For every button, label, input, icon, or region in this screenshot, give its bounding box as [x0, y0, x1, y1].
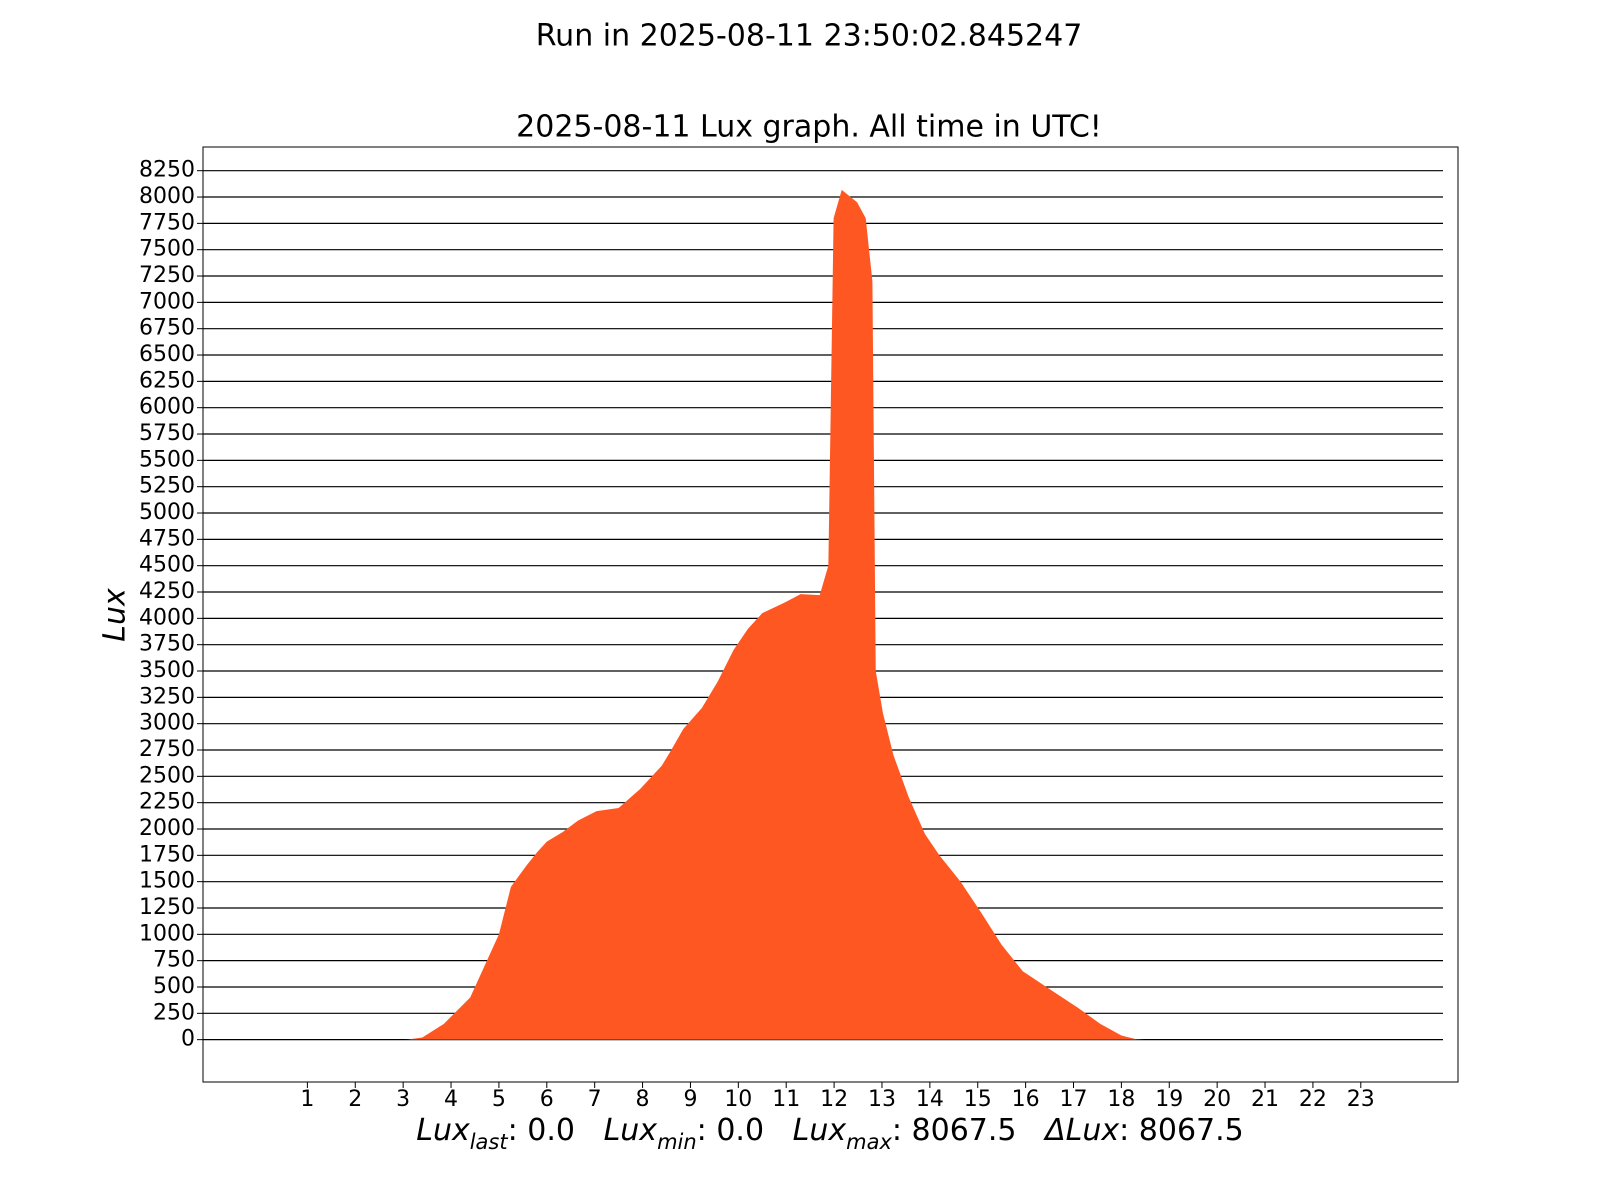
chart-title: 2025-08-11 Lux graph. All time in UTC! [516, 110, 1102, 145]
x-label-part: min [657, 1130, 697, 1154]
x-tick-label: 5 [492, 1087, 506, 1112]
y-tick-label: 2000 [139, 816, 195, 841]
y-tick-label: 4750 [139, 526, 195, 551]
y-tick-label: 5750 [139, 421, 195, 446]
x-tick-label: 3 [396, 1087, 410, 1112]
x-label-part: : 8067.5 [1119, 1113, 1244, 1148]
x-label-part: ΔLux [1043, 1113, 1119, 1148]
y-tick-label: 2500 [139, 763, 195, 788]
y-tick-label: 750 [153, 948, 195, 973]
x-tick-label: 2 [348, 1087, 362, 1112]
y-tick-label: 1000 [139, 921, 195, 946]
suptitle: Run in 2025-08-11 23:50:02.845247 [536, 19, 1083, 54]
y-tick-label: 7000 [139, 289, 195, 314]
plot-frame [202, 146, 1459, 1083]
x-tick-label: 16 [1012, 1087, 1040, 1112]
y-tick-label: 8000 [139, 184, 195, 209]
y-tick-label: 7750 [139, 210, 195, 235]
x-tick-label: 22 [1299, 1087, 1327, 1112]
x-label-part: Lux [604, 1113, 658, 1148]
y-tick-label: 6250 [139, 368, 195, 393]
y-tick-label: 3250 [139, 684, 195, 709]
y-tick-label: 7500 [139, 237, 195, 262]
y-tick-label: 1750 [139, 842, 195, 867]
x-tick-label: 7 [588, 1087, 602, 1112]
x-tick-label: 18 [1107, 1087, 1135, 1112]
y-tick-label: 4250 [139, 579, 195, 604]
x-label-part: Lux [416, 1113, 470, 1148]
y-tick-label: 5500 [139, 447, 195, 472]
y-tick-label: 2750 [139, 737, 195, 762]
x-tick-label: 14 [916, 1087, 944, 1112]
y-tick-label: 4000 [139, 605, 195, 630]
x-tick-label: 11 [772, 1087, 800, 1112]
x-tick-label: 1 [300, 1087, 314, 1112]
y-tick-label: 6000 [139, 395, 195, 420]
x-label-part: : 0.0 [508, 1113, 604, 1148]
y-tick-label: 6500 [139, 342, 195, 367]
x-tick-label: 10 [724, 1087, 752, 1112]
area [259, 189, 1409, 1040]
y-tick-label: 3750 [139, 632, 195, 657]
x-tick-label: 4 [444, 1087, 458, 1112]
y-tick-label: 1250 [139, 895, 195, 920]
x-label-part: : 0.0 [697, 1113, 793, 1148]
y-tick-label: 250 [153, 1000, 195, 1025]
x-label-part: Lux [793, 1113, 847, 1148]
y-tick-label: 4500 [139, 553, 195, 578]
x-tick-label: 12 [820, 1087, 848, 1112]
y-tick-label: 500 [153, 974, 195, 999]
x-tick-label: 20 [1203, 1087, 1231, 1112]
x-tick-label: 8 [636, 1087, 650, 1112]
x-tick-label: 19 [1155, 1087, 1183, 1112]
x-tick-label: 21 [1251, 1087, 1279, 1112]
x-tick-label: 13 [868, 1087, 896, 1112]
x-tick-label: 6 [540, 1087, 554, 1112]
x-tick-label: 9 [683, 1087, 697, 1112]
x-tick-label: 17 [1060, 1087, 1088, 1112]
x-axis-label: Luxlast: 0.0 Luxmin: 0.0 Luxmax: 8067.5 … [416, 1113, 1244, 1155]
y-tick-label: 6750 [139, 316, 195, 341]
x-tick-label: 23 [1347, 1087, 1375, 1112]
x-tick-label: 15 [964, 1087, 992, 1112]
x-label-part: max [846, 1130, 892, 1154]
x-label-part: : 8067.5 [892, 1113, 1045, 1148]
y-tick-label: 0 [181, 1027, 195, 1052]
y-tick-label: 7250 [139, 263, 195, 288]
y-tick-label: 8250 [139, 158, 195, 183]
y-axis-label: Lux [98, 588, 133, 642]
y-tick-label: 1500 [139, 869, 195, 894]
y-tick-label: 5000 [139, 500, 195, 525]
y-tick-label: 2250 [139, 790, 195, 815]
y-tick-label: 5250 [139, 474, 195, 499]
y-tick-label: 3000 [139, 711, 195, 736]
x-label-part: last [470, 1130, 509, 1154]
y-tick-label: 3500 [139, 658, 195, 683]
